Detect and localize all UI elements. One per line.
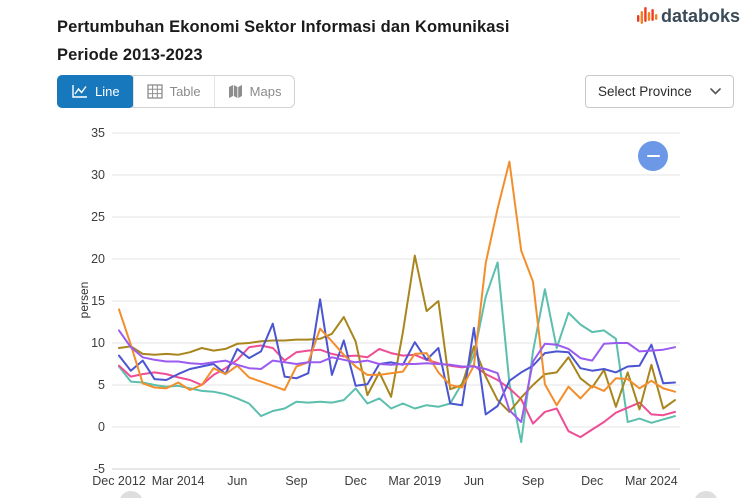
databoks-logo: databoks: [636, 6, 740, 26]
maps-icon: [228, 85, 242, 98]
tab-table-label: Table: [169, 84, 201, 99]
y-tick-label: 10: [91, 336, 105, 350]
tab-table[interactable]: Table: [132, 76, 214, 107]
y-axis-title: persen: [77, 282, 91, 319]
scroll-right-button[interactable]: [694, 491, 718, 498]
series-line-blue: [118, 298, 676, 416]
series-line-orange: [118, 160, 676, 407]
y-tick-label: 25: [91, 210, 105, 224]
databoks-logo-icon: [636, 7, 658, 24]
y-tick-label: 15: [91, 294, 105, 308]
page-title-line2: Periode 2013-2023: [57, 46, 203, 65]
page-title-line1: Pertumbuhan Ekonomi Sektor Informasi dan…: [57, 18, 510, 37]
y-tick-label: 30: [91, 168, 105, 182]
series-line-pink: [118, 344, 676, 439]
scroll-left-button[interactable]: [119, 491, 143, 498]
view-tabs: Line Table Maps: [57, 75, 296, 108]
y-tick-label: 0: [98, 420, 105, 434]
y-tick-label: 20: [91, 252, 105, 266]
tab-line-label: Line: [95, 84, 120, 99]
x-tick-label: Mar 2024: [625, 474, 678, 488]
y-tick-label: 5: [98, 378, 105, 392]
series-line-teal: [118, 261, 676, 444]
x-tick-label: Dec: [344, 474, 366, 488]
series-line-purple: [118, 329, 676, 423]
x-tick-label: Jun: [464, 474, 484, 488]
tab-maps[interactable]: Maps: [213, 76, 295, 107]
line-chart-icon: [72, 85, 87, 98]
province-select-label: Select Province: [598, 84, 692, 99]
x-tick-label: Mar 2014: [152, 474, 205, 488]
collapse-button[interactable]: [638, 141, 668, 171]
x-tick-label: Sep: [522, 474, 544, 488]
x-tick-label: Sep: [285, 474, 307, 488]
table-icon: [146, 84, 163, 99]
series-line-olive: [118, 254, 676, 413]
page-title: Pertumbuhan Ekonomi Sektor Informasi dan…: [57, 13, 597, 69]
y-tick-label: -5: [94, 462, 105, 476]
chevron-down-icon: [710, 88, 721, 95]
databoks-logo-text: databoks: [660, 6, 740, 26]
x-tick-label: Dec 2012: [92, 474, 146, 488]
y-tick-label: 35: [91, 126, 105, 140]
tab-maps-label: Maps: [249, 84, 282, 99]
x-tick-label: Dec: [581, 474, 603, 488]
tab-line[interactable]: Line: [57, 75, 134, 108]
x-tick-label: Mar 2019: [388, 474, 441, 488]
x-tick-label: Jun: [227, 474, 247, 488]
province-select[interactable]: Select Province: [585, 75, 734, 108]
minus-icon: [646, 155, 660, 157]
